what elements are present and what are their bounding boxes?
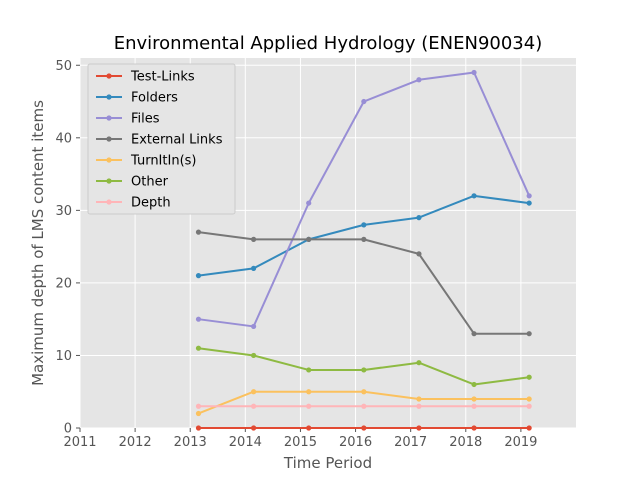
data-point-external-links <box>306 236 312 242</box>
y-tick-label: 0 <box>64 422 72 437</box>
x-tick-label: 2015 <box>284 435 317 450</box>
data-point-files <box>251 323 257 330</box>
data-point-external-links <box>416 251 422 257</box>
data-point-test-links <box>251 425 257 431</box>
y-tick-label: 30 <box>55 204 72 219</box>
x-tick-label: 2019 <box>504 435 537 450</box>
data-point-external-links <box>471 331 477 337</box>
legend-label: TurnItIn(s) <box>130 154 196 169</box>
data-point-depth <box>361 403 367 409</box>
data-point-depth <box>306 403 312 409</box>
series-other <box>195 345 532 388</box>
data-point-turnitin-s <box>526 396 532 402</box>
x-axis-label: Time Period <box>283 454 372 472</box>
legend-marker <box>106 94 112 100</box>
data-point-test-links <box>306 425 312 431</box>
data-point-folders <box>251 265 257 271</box>
data-point-turnitin-s <box>416 396 422 402</box>
data-point-folders <box>416 215 422 221</box>
data-point-external-links <box>361 236 367 242</box>
data-point-files <box>306 200 312 206</box>
series-files <box>195 69 532 330</box>
data-point-test-links <box>526 425 532 431</box>
x-tick-label: 2016 <box>339 435 372 450</box>
series-lines <box>195 69 532 431</box>
data-point-turnitin-s <box>195 410 202 417</box>
data-point-test-links <box>416 425 422 431</box>
y-axis-ticks: 0 10 20 30 40 50 <box>55 59 80 437</box>
legend-entry-other: Other <box>96 175 169 190</box>
legend-label: Other <box>131 175 169 190</box>
data-point-files <box>471 69 477 76</box>
legend-box <box>87 63 236 215</box>
data-point-test-links <box>195 425 202 431</box>
data-point-test-links <box>361 425 367 431</box>
y-axis-label: Maximum depth of LMS content items <box>29 100 47 386</box>
legend-label: Folders <box>131 91 178 106</box>
series-test-links <box>195 425 532 431</box>
data-point-turnitin-s <box>251 389 257 395</box>
legend-label: Test-Links <box>130 70 195 85</box>
legend-marker <box>106 199 112 205</box>
legend-entry-test-links: Test-Links <box>96 70 195 85</box>
y-tick-label: 50 <box>55 59 72 74</box>
data-point-external-links <box>251 236 257 242</box>
legend-label: Files <box>131 112 160 127</box>
data-point-other <box>526 374 532 380</box>
data-point-files <box>416 77 422 83</box>
legend-marker <box>106 136 112 142</box>
data-point-depth <box>416 403 422 409</box>
y-tick-label: 20 <box>55 276 72 291</box>
data-point-external-links <box>195 229 202 235</box>
data-point-depth <box>195 403 202 409</box>
legend-entry-depth: Depth <box>96 196 171 211</box>
data-point-other <box>361 367 367 373</box>
data-point-folders <box>195 273 202 279</box>
legend-label: Depth <box>131 196 171 211</box>
data-point-depth <box>251 403 257 409</box>
x-tick-label: 2014 <box>229 435 262 450</box>
data-point-depth <box>471 403 477 409</box>
series-external-links <box>195 229 532 337</box>
data-point-test-links <box>471 425 477 431</box>
series-turnitin-s <box>195 389 532 417</box>
legend-label: External Links <box>131 133 223 148</box>
data-point-other <box>416 360 422 366</box>
data-point-depth <box>526 403 532 409</box>
data-point-folders <box>526 200 532 206</box>
x-tick-label: 2012 <box>119 435 152 450</box>
legend-entry-files: Files <box>96 112 160 127</box>
x-axis-ticks: 2011 2012 2013 2014 2015 2016 2017 2018 2019 <box>63 428 537 450</box>
data-point-other <box>471 381 477 388</box>
data-point-files <box>361 98 367 105</box>
data-point-files <box>526 193 532 199</box>
data-point-external-links <box>526 331 532 337</box>
data-point-folders <box>361 222 367 228</box>
legend-entry-folders: Folders <box>96 91 178 106</box>
legend-entry-external-links: External Links <box>96 133 223 148</box>
data-point-other <box>251 352 257 359</box>
legend-marker <box>106 115 112 121</box>
data-point-files <box>195 316 202 322</box>
data-point-other <box>306 367 312 373</box>
legend: Test-Links Folders Files External Links Turn… <box>87 63 236 215</box>
data-point-folders <box>471 193 477 199</box>
data-point-turnitin-s <box>306 389 312 395</box>
legend-entry-turnitin-s: TurnItIn(s) <box>96 154 196 169</box>
x-tick-label: 2018 <box>449 435 482 450</box>
legend-marker <box>106 178 112 184</box>
data-point-turnitin-s <box>361 389 367 395</box>
x-tick-label: 2011 <box>63 435 96 450</box>
y-tick-label: 10 <box>55 349 72 364</box>
x-tick-label: 2013 <box>174 435 207 450</box>
chart-title: Environmental Applied Hydrology (ENEN900… <box>114 33 543 54</box>
x-tick-label: 2017 <box>394 435 427 450</box>
y-tick-label: 40 <box>55 131 72 146</box>
data-point-other <box>195 345 202 351</box>
legend-marker <box>106 73 112 79</box>
data-point-turnitin-s <box>471 396 477 402</box>
series-depth <box>195 403 532 409</box>
legend-marker <box>106 157 112 163</box>
